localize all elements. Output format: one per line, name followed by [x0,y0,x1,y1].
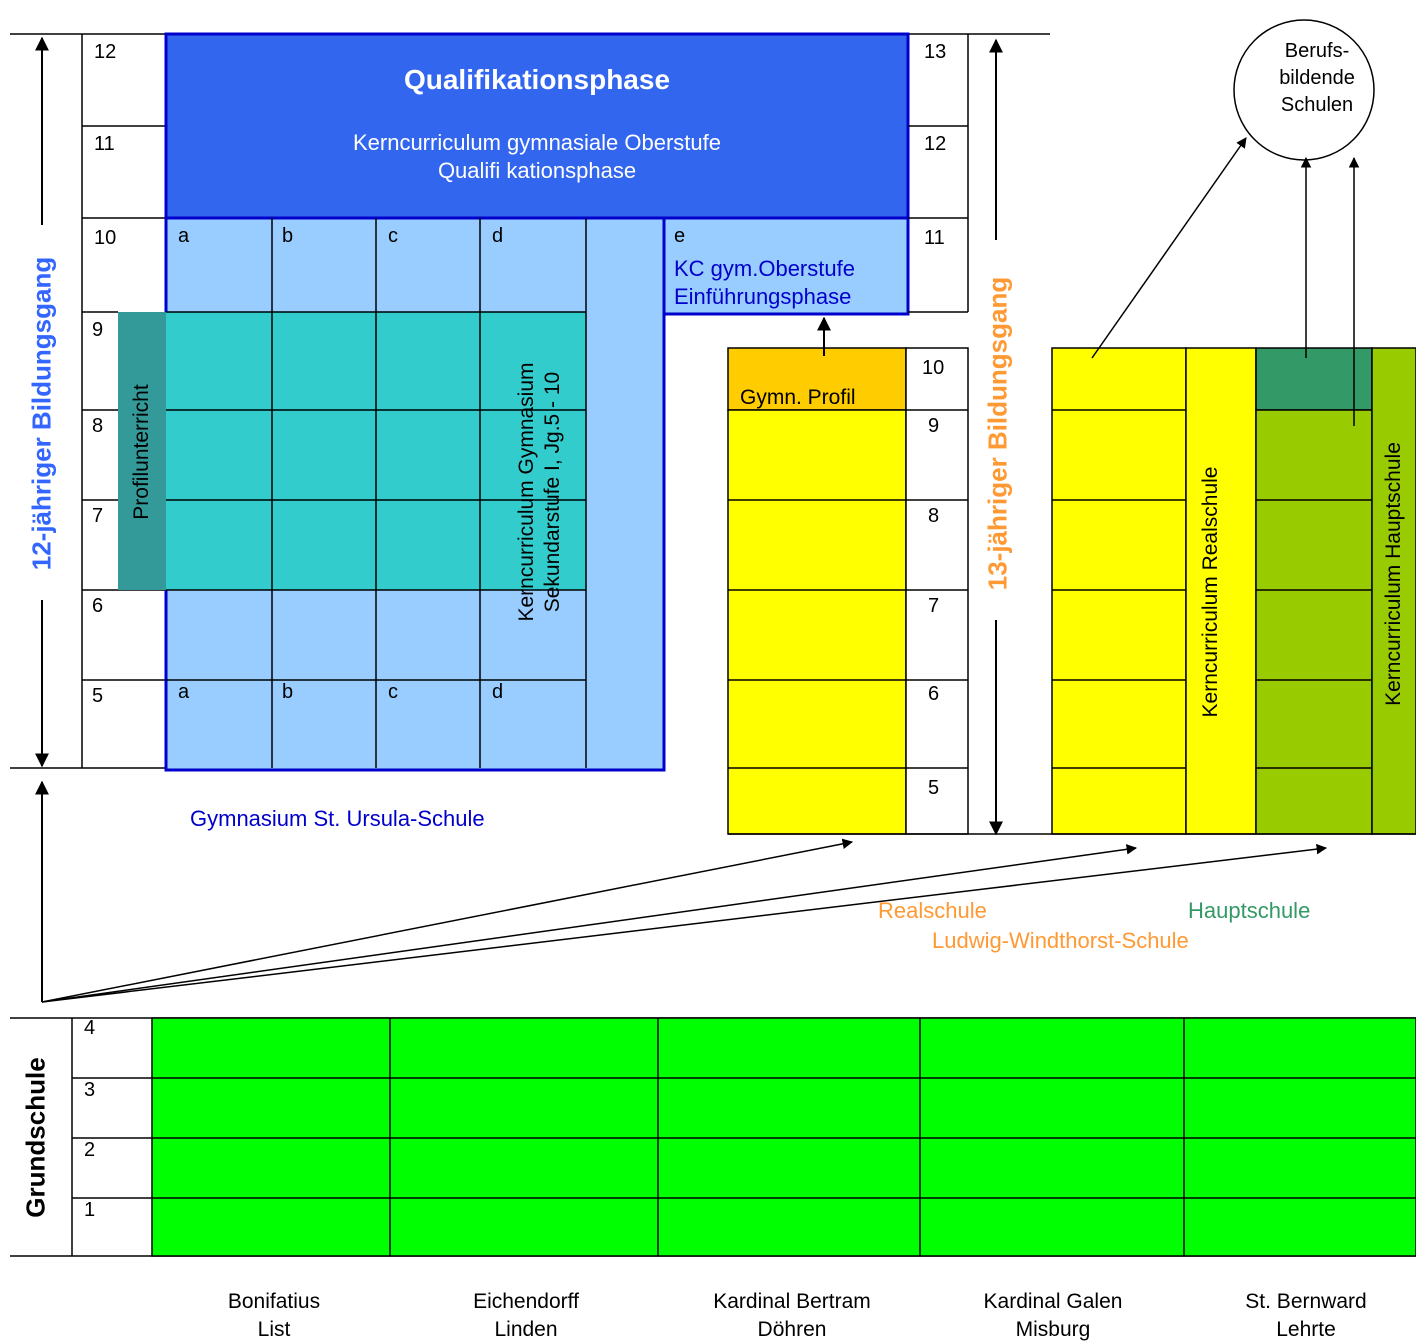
kc-realschule-column [1185,347,1257,835]
school-place: Misburg [1015,1318,1091,1341]
grundschule-title: Grundschule [20,1057,51,1218]
grade-label: 13 [924,41,947,63]
einfuehrung-letter: e [674,225,686,247]
realschule-column [1051,347,1187,835]
grade-label: 3 [84,1079,96,1101]
school-label: Bonifatius List [174,1288,374,1344]
einfuehrung-line: Einführungsphase [674,284,852,309]
grade-label: 7 [92,505,104,527]
ludwig-section [727,34,1416,836]
school-label: Kardinal Bertram Döhren [670,1288,914,1344]
column-letter: c [388,225,398,247]
qualifikationsphase-block [164,32,910,220]
bildungsgang-12-label: 12-jähriger Bildungsgang [26,256,57,571]
grade-label: 4 [84,1017,96,1039]
school-place: List [257,1318,291,1341]
berufsbildende-line: Schulen [1280,94,1354,116]
grade-label: 9 [92,319,104,341]
school-name: Eichendorff [473,1290,579,1313]
kc-realschule-label: Kerncurriculum Realschule [1199,466,1222,718]
kc-sek1-line: Sekundarstufe I, Jg.5 - 10 [541,371,564,613]
school-name: Kardinal Bertram [713,1290,871,1313]
grade-label: 9 [928,415,940,437]
qualifikationsphase-title: Qualifikationsphase [403,64,671,95]
berufsbildende-line: bildende [1279,67,1355,89]
column-letter: a [178,225,190,247]
profilunterricht-column [118,312,166,590]
grade-label: 2 [84,1139,96,1161]
realschule-label: Realschule [878,898,987,923]
gymnasium-name: Gymnasium St. Ursula-Schule [190,806,485,831]
school-name: Kardinal Galen [983,1290,1123,1313]
hauptschule-top [1255,347,1373,411]
grade-label: 12 [94,41,117,63]
grade-label: 12 [924,133,947,155]
ludwig-name: Ludwig-Windthorst-Schule [932,928,1189,953]
berufsbildende-label: Berufs- bildende Schulen [1244,38,1390,119]
qualifikationsphase-subtitle: Kerncurriculum gymnasiale Oberstufe [352,130,722,155]
profilunterricht-label: Profilunterricht [130,384,153,520]
kc-sek1-label: Kerncurriculum Gymnasium Sekundarstufe I… [514,302,566,682]
transition-arrows [35,780,1328,1003]
column-letter: b [282,225,294,247]
grade-label: 7 [928,595,940,617]
kc-hauptschule-label: Kerncurriculum Hauptschule [1382,442,1405,706]
column-letter: d [492,225,504,247]
column-letter: b [282,681,294,703]
grundschule-section [10,1017,1416,1257]
einfuehrungsphase-block [662,216,910,316]
grade-label: 10 [94,227,117,249]
grade-label: 6 [92,595,104,617]
grade-label: 8 [928,505,940,527]
kc-sek1-line: Kerncurriculum Gymnasium [515,362,538,622]
grade-label: 5 [92,685,104,707]
grundschule-grid [151,1017,1416,1257]
column-letter: d [492,681,504,703]
column-letter: a [178,681,190,703]
school-place: Linden [494,1318,558,1341]
gymn-profil-column [727,409,907,835]
school-place: Döhren [757,1318,827,1341]
grade-label: 11 [924,227,945,249]
einfuehrung-line: KC gym.Oberstufe [674,256,855,281]
school-label: Eichendorff Linden [414,1288,638,1344]
school-name: Bonifatius [227,1290,321,1313]
school-place: Lehrte [1276,1318,1336,1341]
grade-label: 6 [928,683,940,705]
grade-label: 5 [928,777,940,799]
hauptschule-label: Hauptschule [1188,898,1311,923]
grade-label: 10 [922,357,945,379]
school-name: St. Bernward [1245,1290,1367,1313]
grade-label: 1 [84,1199,96,1221]
grade-label: 8 [92,415,104,437]
hauptschule-column [1255,409,1373,835]
berufsbildende-line: Berufs- [1284,40,1350,62]
grade-label: 11 [94,133,115,155]
bildungsgang-13-label: 13-jähriger Bildungsgang [982,276,1013,591]
gymn-profil-label: Gymn. Profil [740,386,856,409]
school-label: Kardinal Galen Misburg [940,1288,1166,1344]
school-label: St. Bernward Lehrte [1206,1288,1406,1344]
column-letter: c [388,681,398,703]
gymnasium-section [10,32,1050,772]
qualifikationsphase-subtitle: Qualifi kationsphase [437,158,637,183]
